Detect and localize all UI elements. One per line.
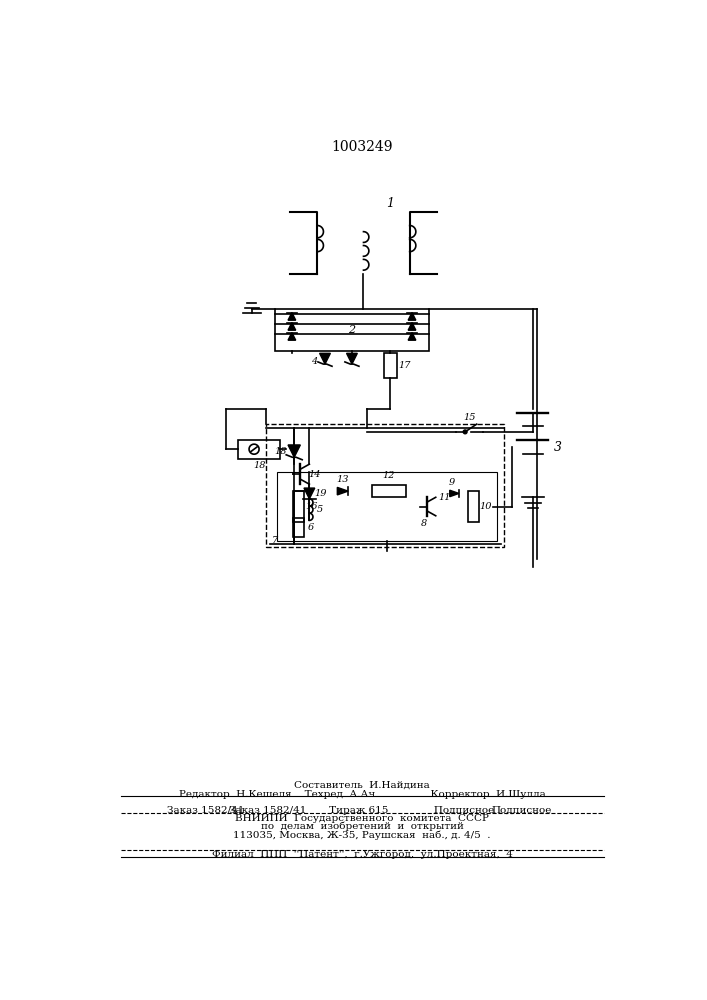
- Text: 4: 4: [311, 357, 317, 366]
- Polygon shape: [288, 445, 300, 457]
- Polygon shape: [337, 487, 348, 495]
- Text: 1: 1: [387, 197, 395, 210]
- Bar: [275, 309, 429, 351]
- Text: Заказ 1582/41: Заказ 1582/41: [167, 806, 245, 815]
- Text: 18: 18: [253, 461, 265, 470]
- Bar: [238, 440, 281, 459]
- Bar: [293, 491, 304, 522]
- Polygon shape: [288, 323, 296, 330]
- Circle shape: [463, 430, 467, 434]
- Polygon shape: [304, 488, 315, 499]
- Text: 113035, Москва, Ж-35, Раушская  наб., д. 4/5  .: 113035, Москва, Ж-35, Раушская наб., д. …: [233, 830, 491, 840]
- Text: Редактор  Н.Кешеля    Техред  А.Ач                 Корректор  И.Шулла: Редактор Н.Кешеля Техред А.Ач Корректор …: [179, 790, 545, 799]
- Polygon shape: [288, 333, 296, 340]
- Text: 3: 3: [554, 441, 561, 454]
- Text: 7: 7: [271, 536, 278, 545]
- Text: 19: 19: [314, 489, 327, 498]
- Text: 16: 16: [305, 502, 317, 511]
- Polygon shape: [408, 333, 416, 340]
- Polygon shape: [408, 323, 416, 330]
- Text: 5: 5: [317, 505, 323, 514]
- Bar: [266, 424, 504, 547]
- Bar: [372, 485, 406, 497]
- Bar: [468, 491, 479, 522]
- Text: 6: 6: [308, 523, 314, 532]
- Text: ВНИИПИ  Государственного  комитета  СССР: ВНИИПИ Государственного комитета СССР: [235, 814, 489, 823]
- Text: 9: 9: [449, 478, 455, 487]
- Text: Составитель  И.Найдина: Составитель И.Найдина: [294, 781, 430, 790]
- Bar: [385, 353, 397, 378]
- Text: Филиал  ППП  ''Патент'',  г.Ужгород,  ул.Проектная,  4: Филиал ППП ''Патент'', г.Ужгород, ул.Про…: [211, 850, 513, 859]
- Text: по  делам  изобретений  и  открытий: по делам изобретений и открытий: [260, 822, 463, 831]
- Text: 18: 18: [274, 447, 286, 456]
- Text: 12: 12: [382, 471, 395, 480]
- Text: 8: 8: [421, 519, 427, 528]
- Text: 15: 15: [464, 413, 476, 422]
- Text: 17: 17: [398, 361, 411, 370]
- Text: 1003249: 1003249: [331, 140, 392, 154]
- Text: Заказ 1582/41       Тираж 615              Подписное: Заказ 1582/41 Тираж 615 Подписное: [229, 806, 495, 815]
- Polygon shape: [320, 353, 330, 364]
- Polygon shape: [288, 312, 296, 320]
- Text: 13: 13: [337, 475, 349, 484]
- Polygon shape: [346, 353, 357, 364]
- Bar: [277, 472, 497, 541]
- Text: Подписное: Подписное: [492, 806, 552, 815]
- Polygon shape: [450, 490, 459, 497]
- Text: 11: 11: [439, 493, 451, 502]
- Bar: [293, 518, 304, 537]
- Text: 14: 14: [308, 470, 320, 479]
- Text: 2: 2: [349, 325, 356, 335]
- Polygon shape: [408, 312, 416, 320]
- Text: 10: 10: [479, 502, 492, 511]
